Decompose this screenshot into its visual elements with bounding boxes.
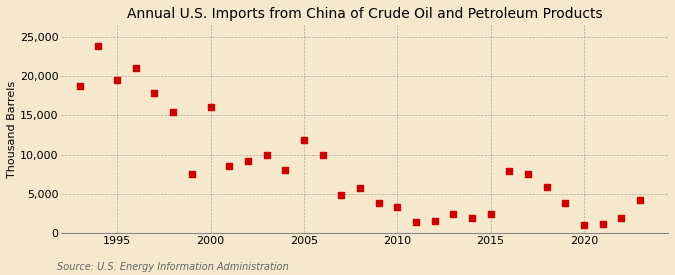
- Point: [597, 222, 608, 226]
- Point: [280, 168, 291, 173]
- Title: Annual U.S. Imports from China of Crude Oil and Petroleum Products: Annual U.S. Imports from China of Crude …: [127, 7, 602, 21]
- Point: [93, 44, 104, 48]
- Point: [373, 200, 384, 205]
- Point: [504, 169, 515, 173]
- Point: [616, 215, 627, 220]
- Point: [485, 212, 496, 217]
- Point: [634, 198, 645, 202]
- Point: [298, 138, 309, 143]
- Point: [186, 171, 197, 176]
- Text: Source: U.S. Energy Information Administration: Source: U.S. Energy Information Administ…: [57, 262, 289, 272]
- Point: [205, 104, 216, 109]
- Point: [112, 78, 123, 82]
- Point: [392, 205, 403, 210]
- Point: [429, 219, 440, 223]
- Point: [541, 185, 552, 189]
- Point: [130, 66, 141, 70]
- Point: [336, 192, 347, 197]
- Point: [522, 171, 533, 176]
- Y-axis label: Thousand Barrels: Thousand Barrels: [7, 81, 17, 178]
- Point: [242, 159, 253, 163]
- Point: [560, 201, 571, 206]
- Point: [224, 163, 235, 168]
- Point: [168, 110, 179, 114]
- Point: [448, 211, 459, 216]
- Point: [74, 84, 85, 89]
- Point: [317, 152, 328, 157]
- Point: [410, 220, 421, 224]
- Point: [354, 185, 365, 190]
- Point: [149, 90, 160, 95]
- Point: [578, 223, 589, 228]
- Point: [261, 153, 272, 158]
- Point: [466, 215, 477, 220]
